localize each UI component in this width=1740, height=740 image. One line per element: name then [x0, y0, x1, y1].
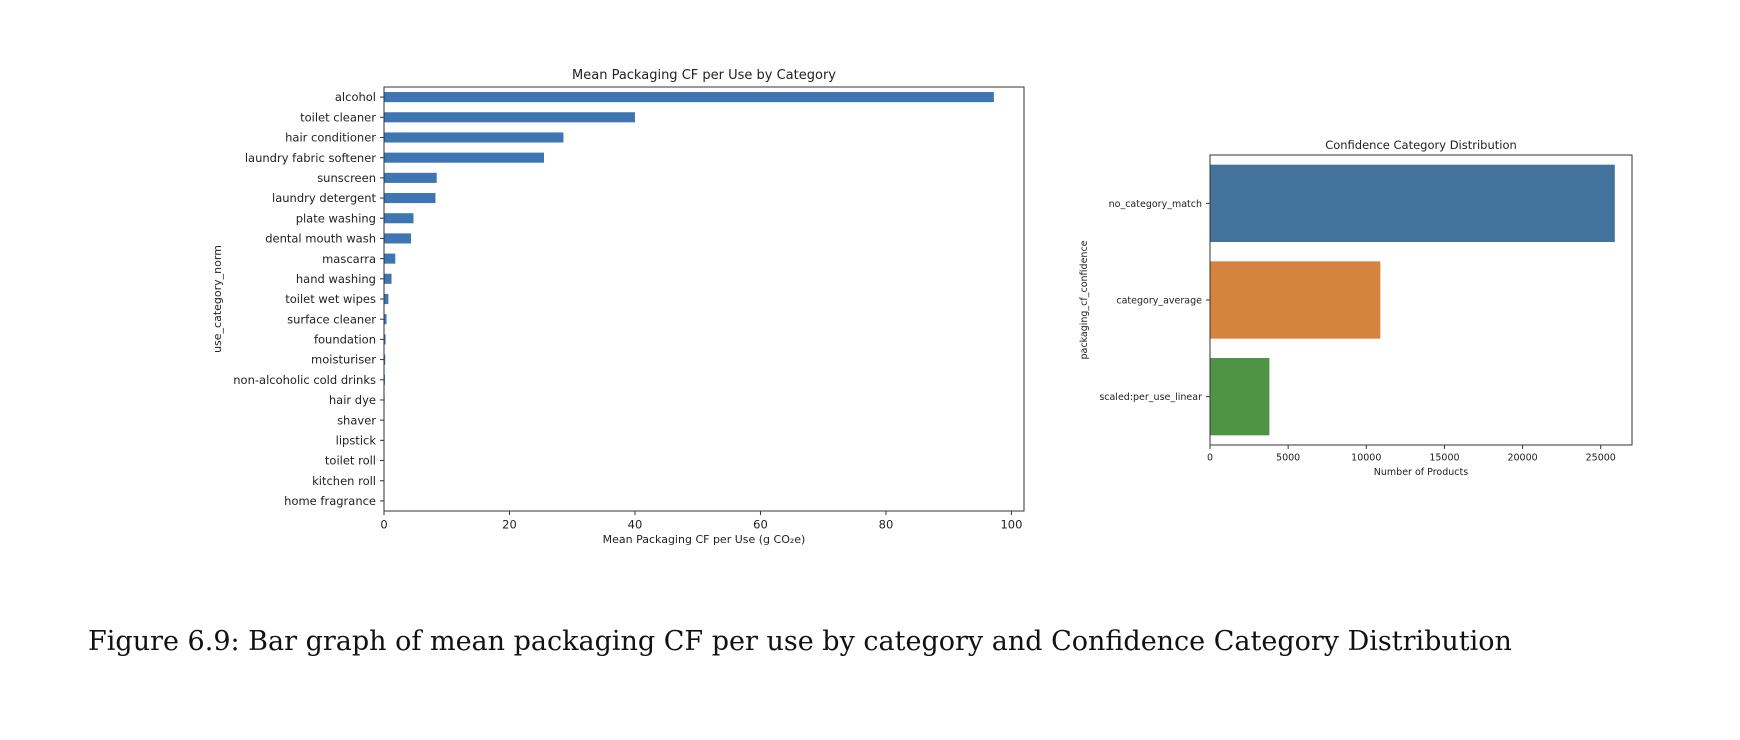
x-tick-label: 25000	[1586, 453, 1616, 464]
y-tick-label: toilet cleaner	[300, 110, 376, 124]
bar-scaled-per-use-linear	[1210, 358, 1270, 436]
x-tick-labels: 0 20 40 60 80 100	[380, 511, 1022, 532]
bar-laundry-fabric-softener	[384, 152, 544, 163]
y-tick-label: laundry detergent	[272, 191, 376, 205]
y-tick-label: kitchen roll	[312, 474, 376, 488]
y-tick-label: hair conditioner	[285, 131, 376, 145]
y-tick-label: no_category_match	[1109, 199, 1202, 210]
y-tick-label: lipstick	[336, 433, 377, 447]
y-tick-label: dental mouth wash	[265, 232, 376, 246]
confidence-bar-chart: Confidence Category Distribution Number …	[1079, 138, 1633, 478]
x-tick-label: 20000	[1507, 453, 1537, 464]
y-tick-label: non-alcoholic cold drinks	[233, 373, 376, 387]
bar-mascarra	[384, 253, 396, 264]
bar-plate-washing	[384, 213, 414, 224]
y-tick-label: scaled:per_use_linear	[1099, 392, 1202, 403]
y-tick-label: plate washing	[296, 211, 376, 225]
y-tick-label: mascarra	[322, 252, 376, 266]
bar-foundation	[384, 334, 386, 345]
x-tick-label: 100	[1000, 518, 1022, 532]
bar-alcohol	[384, 92, 994, 103]
x-tick-labels: 0 5000 10000 15000 20000 25000	[1207, 445, 1616, 464]
y-axis-label: use_category_norm	[211, 245, 224, 353]
plot-frame	[383, 86, 1025, 512]
y-axis-label: packaging_cf_confidence	[1079, 240, 1090, 359]
plot-frame	[1209, 154, 1633, 446]
x-tick-label: 40	[628, 518, 643, 532]
bar-category-average	[1210, 261, 1381, 339]
bar-moisturiser	[384, 354, 386, 365]
y-tick-label: surface cleaner	[287, 312, 376, 326]
chart-title: Mean Packaging CF per Use by Category	[572, 68, 836, 83]
y-tick-label: moisturiser	[311, 353, 376, 367]
x-tick-label: 0	[1207, 453, 1213, 464]
bar-toilet-wet-wipes	[384, 293, 389, 305]
x-tick-label: 60	[753, 518, 768, 532]
x-axis-label: Number of Products	[1374, 467, 1468, 478]
y-tick-label: category_average	[1116, 295, 1202, 306]
x-tick-label: 80	[879, 518, 894, 532]
bar-hair-conditioner	[384, 132, 564, 143]
bar-surface-cleaner	[384, 314, 387, 325]
x-tick-label: 0	[380, 518, 387, 532]
y-tick-label: alcohol	[335, 90, 376, 104]
figure-caption: Figure 6.9: Bar graph of mean packaging …	[88, 626, 1512, 657]
bar-toilet-cleaner	[384, 112, 635, 123]
bars	[384, 92, 994, 506]
y-tick-label: hand washing	[296, 272, 376, 286]
y-tick-label: toilet roll	[325, 454, 376, 468]
y-tick-label: foundation	[314, 333, 376, 347]
x-tick-label: 15000	[1429, 453, 1459, 464]
bar-dental-mouth-wash	[384, 233, 411, 244]
x-tick-label: 20	[502, 518, 517, 532]
x-tick-label: 10000	[1351, 453, 1381, 464]
y-tick-label: sunscreen	[317, 171, 376, 185]
chart-title: Confidence Category Distribution	[1325, 138, 1517, 152]
y-tick-label: home fragrance	[284, 494, 376, 508]
category-bar-chart: Mean Packaging CF per Use by Category Me…	[211, 68, 1025, 546]
bars	[1210, 164, 1615, 436]
y-tick-label: laundry fabric softener	[245, 151, 376, 165]
y-tick-labels: alcohol toilet cleaner hair conditioner lau…	[233, 90, 384, 508]
bar-sunscreen	[384, 172, 437, 183]
bar-hand-washing	[384, 273, 392, 284]
bar-laundry-detergent	[384, 193, 436, 204]
y-tick-labels: no_category_match category_average scaled:…	[1099, 199, 1210, 403]
y-tick-label: shaver	[337, 413, 376, 427]
y-tick-label: hair dye	[329, 393, 376, 407]
x-axis-label: Mean Packaging CF per Use (g CO₂e)	[603, 533, 806, 546]
y-tick-label: toilet wet wipes	[285, 292, 376, 306]
bar-no-category-match	[1210, 164, 1615, 242]
x-tick-label: 5000	[1276, 453, 1300, 464]
